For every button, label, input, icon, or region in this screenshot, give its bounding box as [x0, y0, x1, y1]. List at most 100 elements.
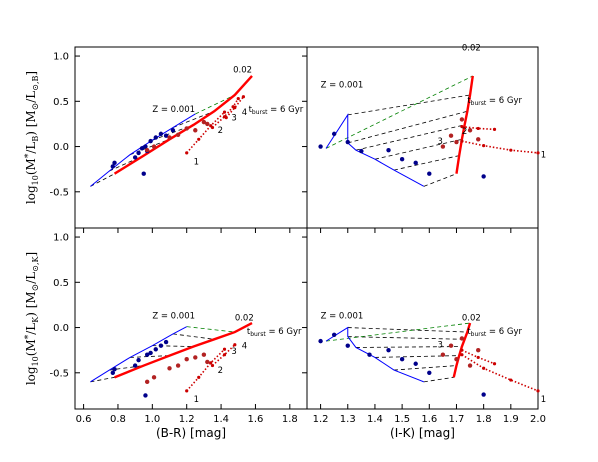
data-point — [175, 132, 181, 137]
x-axis-label: (B-R) [mag] — [156, 426, 226, 440]
data-point — [367, 352, 372, 357]
grid-line-dashed — [423, 173, 457, 187]
data-point — [467, 363, 473, 368]
series-line — [461, 354, 539, 392]
track-point — [536, 151, 540, 155]
grid-line-dashed — [347, 94, 471, 116]
x-tick-label: 1.2 — [179, 414, 195, 425]
annotation-label: tburst = 6 Gyr — [467, 96, 522, 107]
series-line — [114, 321, 253, 379]
series-line — [452, 322, 472, 378]
data-point — [153, 135, 158, 140]
grid-line-dashed — [152, 345, 194, 347]
data-point — [440, 352, 446, 357]
data-point — [359, 148, 364, 154]
track-point — [492, 127, 497, 131]
data-point — [136, 357, 141, 363]
data-point — [193, 128, 198, 133]
data-point — [144, 379, 150, 385]
data-point — [201, 119, 207, 125]
annotation-label: 2 — [218, 126, 223, 136]
data-point — [143, 144, 148, 149]
grid-line-dashed — [393, 365, 457, 371]
annotation-label: 3 — [437, 340, 442, 350]
data-point — [144, 147, 150, 153]
grid-line-dashed — [90, 173, 115, 187]
annotation-label: Z = 0.001 — [321, 81, 364, 91]
y-tick-label: 1.0 — [53, 52, 69, 63]
x-tick-label: 1.3 — [340, 414, 356, 425]
panel-bottom-right: 1.2 1.3 1.4 1.5 1.6 1.7 1.8 1.9 2.0 Z = 0.001 0.02… — [306, 227, 546, 440]
series-line — [211, 344, 236, 367]
x-tick-label: 1.4 — [213, 414, 229, 425]
y-tick-label: 0.0 — [53, 142, 69, 153]
data-point — [158, 131, 164, 137]
grid-line-dashed — [109, 365, 144, 371]
series-line — [186, 348, 226, 392]
annotation-label: 1 — [194, 158, 199, 168]
panel-frame — [74, 46, 308, 229]
y-tick-label: 0.5 — [53, 278, 69, 289]
track-point — [236, 96, 240, 101]
data-point — [184, 357, 189, 362]
data-point — [163, 339, 169, 345]
track-point — [241, 95, 246, 99]
annotation-label: tburst = 6 Gyr — [467, 327, 522, 338]
data-point — [413, 160, 418, 166]
data-point — [331, 332, 337, 337]
annotation-label: tburst = 6 Gyr — [247, 327, 302, 338]
x-tick-label: 1.9 — [503, 414, 519, 425]
track-point — [224, 115, 228, 120]
grid-line-dashed — [355, 124, 465, 151]
data-point — [112, 366, 117, 372]
data-point — [148, 138, 153, 144]
track-point — [476, 355, 480, 360]
data-point — [440, 144, 446, 149]
x-tick-label: 1.2 — [313, 414, 329, 425]
data-point — [448, 133, 454, 138]
grid-line-dashed — [374, 138, 462, 160]
annotation-label: 2 — [462, 127, 467, 137]
data-point — [167, 135, 172, 140]
grid-line-dashed — [355, 346, 462, 348]
data-point — [151, 375, 157, 380]
series-line — [461, 140, 539, 154]
data-point — [467, 128, 473, 133]
grid-line-dashed — [172, 110, 215, 128]
annotation-label: 1 — [541, 395, 546, 405]
track-point — [460, 139, 464, 143]
grid-line-dashed — [374, 355, 460, 358]
data-point — [184, 126, 189, 131]
data-point — [476, 137, 481, 142]
x-tick-label: 1.6 — [421, 414, 437, 425]
annotation-label: tburst = 6 Gyr — [249, 105, 304, 116]
data-point — [476, 347, 481, 353]
series-line — [325, 326, 425, 383]
x-tick-label: 1.6 — [247, 414, 263, 425]
track-point — [460, 353, 464, 357]
data-point — [132, 363, 138, 368]
annotation-label: 1 — [194, 395, 199, 405]
data-point — [459, 117, 465, 122]
data-point — [205, 359, 210, 365]
annotation-label: Z = 0.001 — [152, 105, 195, 115]
series-line — [225, 96, 245, 119]
data-point — [110, 370, 116, 375]
panel-bottom-left: 1.0 0.5 0.0 -0.5 0.6 0.8 1.0 1.2 1.4 1.6 1.8 Z = 0.… — [24, 227, 308, 440]
grid-line-dashed — [172, 333, 215, 340]
grid-line-green — [325, 75, 473, 149]
grid-line-green — [195, 94, 235, 115]
track-point — [536, 389, 540, 393]
data-point — [399, 357, 405, 362]
data-point — [167, 366, 172, 371]
y-axis-label: log10(M*/LK) [M⊙/L⊙,K] — [24, 252, 41, 385]
data-point — [144, 352, 150, 357]
annotation-label: 4 — [242, 108, 247, 118]
y-tick-label: -0.5 — [49, 368, 69, 379]
track-point — [476, 126, 480, 131]
track-point — [233, 106, 237, 110]
data-point — [158, 343, 164, 348]
track-point — [222, 347, 227, 351]
annotation-label: 3 — [231, 113, 236, 123]
x-tick-label: 1.8 — [476, 414, 492, 425]
